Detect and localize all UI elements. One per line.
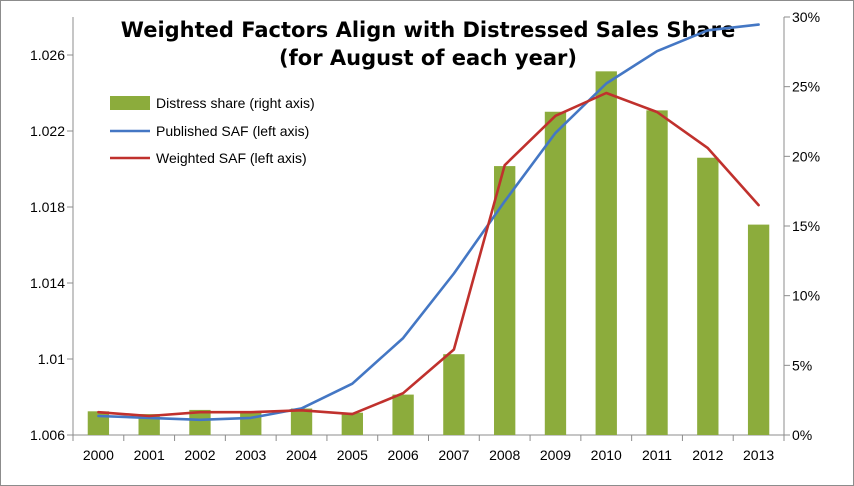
x-tick-label: 2012 <box>692 447 723 463</box>
distress-bar-2008 <box>494 166 516 435</box>
right-tick-label: 20% <box>792 148 820 164</box>
left-tick-label: 1.022 <box>30 123 65 139</box>
right-tick-label: 10% <box>792 288 820 304</box>
x-tick-label: 2001 <box>134 447 165 463</box>
left-axis-ticks: 1.006 1.01 1.014 1.018 1.022 1.026 <box>30 47 73 443</box>
right-tick-label: 0% <box>792 427 812 443</box>
distress-bar-2009 <box>544 111 567 435</box>
x-tick-label: 2008 <box>489 447 520 463</box>
left-tick-label: 1.026 <box>30 47 65 63</box>
x-tick-label: 2000 <box>83 447 114 463</box>
distress-bar-2002 <box>189 409 211 435</box>
distress-bar-2011 <box>646 110 668 435</box>
right-tick-label: 15% <box>792 218 820 234</box>
x-tick-label: 2005 <box>337 447 368 463</box>
legend: Distress share (right axis) Published SA… <box>110 95 315 166</box>
x-tick-label: 2006 <box>388 447 419 463</box>
x-tick-label: 2010 <box>591 447 622 463</box>
x-tick-label: 2002 <box>184 447 215 463</box>
chart-title-line-2: (for August of each year) <box>279 46 577 70</box>
distress-share-bars <box>87 71 770 435</box>
legend-label-distress: Distress share (right axis) <box>156 95 315 111</box>
published-saf-line <box>97 23 760 422</box>
legend-swatch-distress <box>110 96 150 110</box>
saf-lines <box>97 23 760 422</box>
x-tick-label: 2003 <box>235 447 266 463</box>
x-tick-label: 2004 <box>286 447 317 463</box>
weighted-saf-line <box>97 91 760 418</box>
distress-bar-2006 <box>392 394 414 435</box>
chart-title-line-1: Weighted Factors Align with Distressed S… <box>121 18 735 42</box>
left-tick-label: 1.006 <box>30 427 65 443</box>
distress-bar-2013 <box>747 224 770 435</box>
distress-bar-2010 <box>595 71 617 435</box>
distress-bar-2007 <box>443 354 465 435</box>
right-tick-label: 30% <box>792 9 820 25</box>
x-tick-label: 2011 <box>642 447 672 463</box>
legend-label-weighted: Weighted SAF (left axis) <box>156 150 307 166</box>
distress-bar-2012 <box>697 157 719 435</box>
x-tick-label: 2007 <box>438 447 469 463</box>
x-tick-label: 2013 <box>743 447 774 463</box>
x-axis-ticks: 2000 2001 2002 2003 2004 2005 2006 2007 2008 2009… <box>72 435 785 463</box>
distress-bar-2004 <box>290 408 313 435</box>
chart-title: Weighted Factors Align with Distressed S… <box>121 18 735 70</box>
legend-label-published: Published SAF (left axis) <box>156 123 309 139</box>
left-tick-label: 1.018 <box>30 199 65 215</box>
right-axis-ticks: 0% 5% 10% 15% 20% 25% 30% <box>784 9 820 443</box>
distress-bar-2005 <box>341 412 363 435</box>
left-tick-label: 1.014 <box>30 275 65 291</box>
x-tick-label: 2009 <box>540 447 571 463</box>
right-tick-label: 5% <box>792 357 812 373</box>
left-tick-label: 1.01 <box>38 351 65 367</box>
right-tick-label: 25% <box>792 79 820 95</box>
